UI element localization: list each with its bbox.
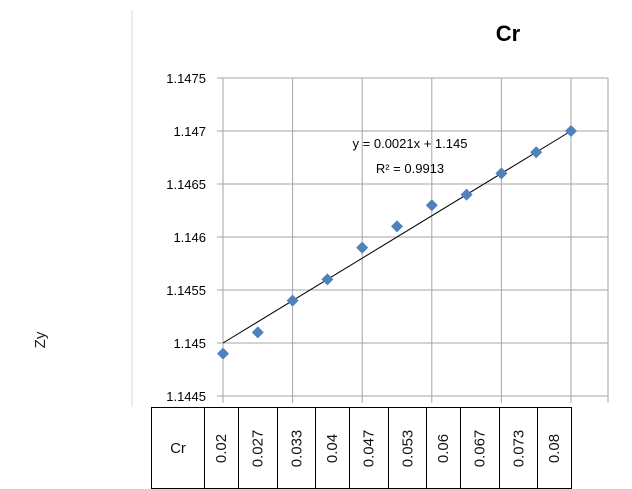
y-tick-label: 1.1475 xyxy=(166,71,206,86)
category-cell: 0.073 xyxy=(498,407,539,489)
data-point xyxy=(286,294,299,307)
category-cell: 0.033 xyxy=(276,407,317,489)
category-label: 0.04 xyxy=(324,433,342,463)
category-label: 0.06 xyxy=(435,433,453,463)
data-point xyxy=(391,220,403,233)
data-point xyxy=(530,146,543,159)
data-point xyxy=(565,125,577,137)
category-cell: 0.04 xyxy=(315,407,351,489)
data-points xyxy=(217,125,577,360)
trendline-r2: R² = 0.9913 xyxy=(376,161,444,176)
chart-title: Cr xyxy=(496,21,521,46)
category-label: 0.027 xyxy=(249,429,267,467)
category-cell: 0.047 xyxy=(349,407,389,489)
y-tick-label: 1.1465 xyxy=(166,177,206,192)
category-cell: 0.06 xyxy=(426,407,462,489)
table-row-header: Cr xyxy=(151,407,205,489)
category-cell: 0.027 xyxy=(238,407,278,489)
y-tick-label: 1.147 xyxy=(173,124,206,139)
y-tick-label: 1.146 xyxy=(173,230,206,245)
category-label: 0.08 xyxy=(546,433,564,463)
category-cell: 0.02 xyxy=(204,407,239,489)
y-tick-labels: 1.1475 1.147 1.1465 1.146 1.1455 1.145 1.1445 xyxy=(166,71,206,404)
category-label: 0.047 xyxy=(360,429,378,467)
data-point xyxy=(495,167,508,180)
y-axis-label: Zy xyxy=(32,331,49,349)
y-tick-label: 1.1445 xyxy=(166,389,206,404)
category-label: 0.033 xyxy=(287,429,305,467)
category-label: 0.02 xyxy=(212,433,230,463)
data-point xyxy=(356,241,369,254)
x-category-table: Cr 0.02 0.027 0.033 0.04 0.047 0.053 0.06 0.067… xyxy=(151,407,573,489)
y-tick-label: 1.145 xyxy=(173,336,206,351)
category-cell: 0.08 xyxy=(537,407,573,489)
trendline-equation: y = 0.0021x + 1.145 xyxy=(353,136,468,151)
data-point xyxy=(460,188,473,201)
y-tick-label: 1.1455 xyxy=(166,283,206,298)
category-label: 0.073 xyxy=(510,429,528,467)
category-label: 0.053 xyxy=(398,429,416,467)
trendline xyxy=(222,130,572,344)
category-cell: 0.053 xyxy=(387,407,428,489)
category-cell: 0.067 xyxy=(460,407,500,489)
data-point xyxy=(425,199,438,212)
data-point xyxy=(321,273,334,286)
grid xyxy=(217,77,609,403)
data-point xyxy=(217,347,229,360)
category-label: 0.067 xyxy=(471,429,489,467)
data-point xyxy=(251,326,264,339)
